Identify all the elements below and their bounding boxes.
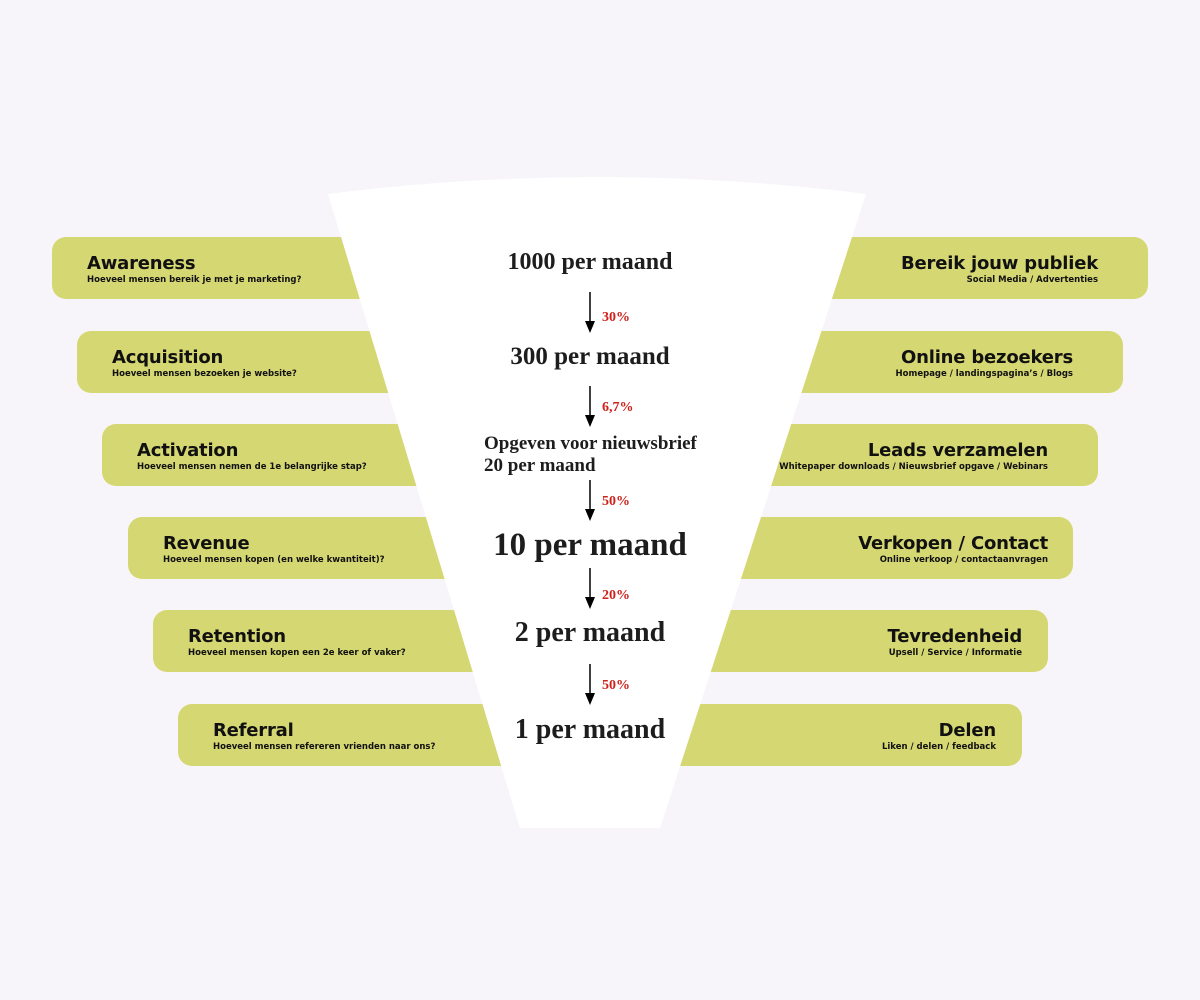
stage-question: Hoeveel mensen bereik je met je marketin… bbox=[87, 275, 302, 285]
stage-title: Retention bbox=[188, 626, 286, 647]
stage-question: Hoeveel mensen kopen (en welke kwantitei… bbox=[163, 555, 385, 565]
stage-title: Activation bbox=[137, 440, 239, 461]
goal-retention: Tevredenheid Upsell / Service / Informati… bbox=[668, 610, 1048, 672]
volume-referral: 1 per maand bbox=[514, 714, 666, 745]
arrow-down-icon bbox=[585, 664, 595, 705]
goal-channels: Social Media / Advertenties bbox=[966, 275, 1098, 285]
volume-revenue: 10 per maand bbox=[493, 527, 687, 563]
volume-acquisition: 300 per maand bbox=[510, 343, 670, 370]
arrow-down-icon bbox=[585, 480, 595, 521]
volume-activation-label: Opgeven voor nieuwsbrief bbox=[484, 433, 697, 454]
stage-title: Awareness bbox=[87, 253, 196, 274]
conversion-rate: 50% bbox=[602, 678, 630, 693]
volume-awareness: 1000 per maand bbox=[507, 249, 673, 275]
arrow-down-icon bbox=[585, 568, 595, 609]
stage-question: Hoeveel mensen nemen de 1e belangrijke s… bbox=[137, 462, 367, 472]
volume-retention: 2 per maand bbox=[514, 617, 666, 648]
stage-referral: Referral Hoeveel mensen refereren vriende… bbox=[178, 704, 538, 766]
goal-title: Tevredenheid bbox=[887, 626, 1023, 647]
conversion-rate: 30% bbox=[602, 310, 630, 325]
goal-title: Delen bbox=[938, 720, 997, 741]
goal-title: Verkopen / Contact bbox=[858, 533, 1048, 554]
goal-title: Leads verzamelen bbox=[867, 440, 1048, 461]
stage-question: Hoeveel mensen kopen een 2e keer of vake… bbox=[188, 648, 406, 658]
conversion-rate: 6,7% bbox=[602, 400, 634, 415]
stage-question: Hoeveel mensen refereren vrienden naar o… bbox=[213, 742, 436, 752]
goal-referral: Delen Liken / delen / feedback bbox=[662, 704, 1022, 766]
goal-channels: Upsell / Service / Informatie bbox=[888, 648, 1022, 658]
goal-channels: Online verkoop / contactaanvragen bbox=[879, 555, 1048, 565]
stage-question: Hoeveel mensen bezoeken je website? bbox=[112, 369, 297, 379]
goal-channels: Homepage / landingspagina’s / Blogs bbox=[895, 369, 1073, 379]
arrow-down-icon bbox=[585, 386, 595, 427]
stage-title: Revenue bbox=[163, 533, 250, 554]
goal-channels: Whitepaper downloads / Nieuwsbrief opgav… bbox=[779, 462, 1048, 472]
conversion-rate: 20% bbox=[602, 588, 630, 603]
volume-activation: 20 per maand bbox=[484, 455, 596, 476]
stage-title: Referral bbox=[213, 720, 294, 741]
goal-title: Bereik jouw publiek bbox=[901, 253, 1098, 274]
stage-title: Acquisition bbox=[112, 347, 224, 368]
goal-title: Online bezoekers bbox=[901, 347, 1073, 368]
arrow-down-icon bbox=[585, 292, 595, 333]
conversion-rate: 50% bbox=[602, 494, 630, 509]
goal-channels: Liken / delen / feedback bbox=[881, 742, 996, 752]
